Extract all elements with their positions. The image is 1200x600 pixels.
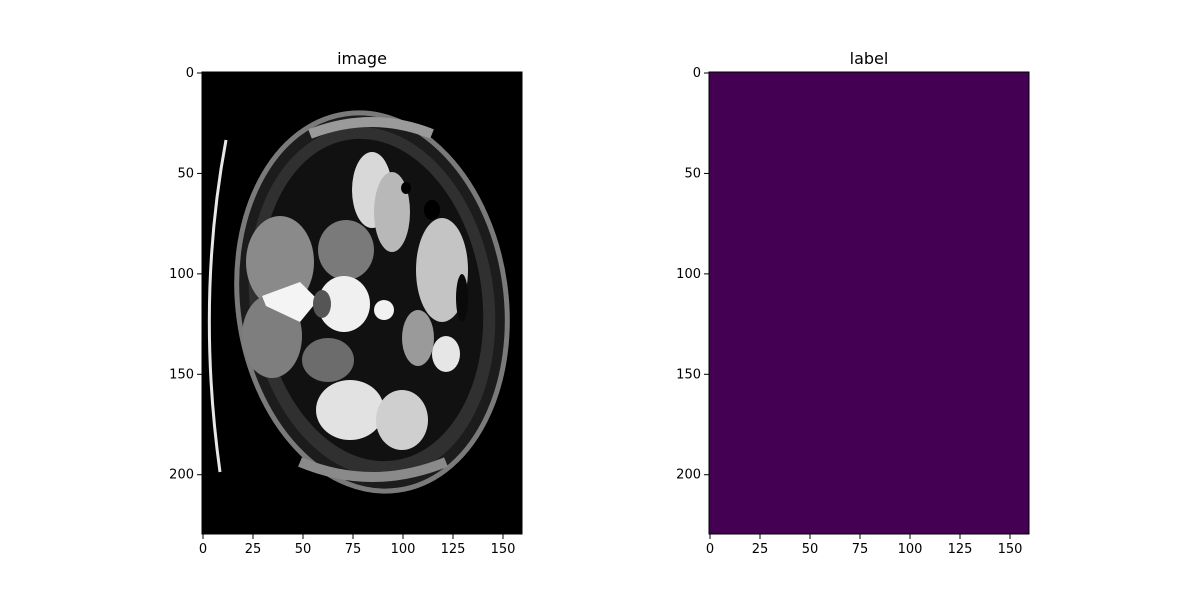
y-tick-label: 0 xyxy=(186,66,194,81)
x-tick-label: 0 xyxy=(199,542,207,557)
x-tick-label: 100 xyxy=(898,542,923,557)
axes-frame xyxy=(708,71,1030,535)
x-tick-label: 50 xyxy=(802,542,819,557)
x-tick-label: 125 xyxy=(948,542,973,557)
y-tick-label: 150 xyxy=(676,367,701,382)
axis-ticks: 0 25 50 75 100 125 150 0 50 100 150 200 xyxy=(676,66,1022,557)
ct-image xyxy=(202,72,522,534)
label-panel: label 0 25 50 75 100 125 150 0 50 100 150 200 xyxy=(676,49,1030,557)
x-tick-label: 75 xyxy=(852,542,869,557)
x-tick-label: 100 xyxy=(391,542,416,557)
y-tick-label: 100 xyxy=(676,267,701,282)
y-tick-label: 0 xyxy=(693,66,701,81)
panel-title: label xyxy=(850,49,889,68)
x-tick-label: 0 xyxy=(706,542,714,557)
x-tick-label: 150 xyxy=(491,542,516,557)
axes-frame xyxy=(201,71,523,535)
y-tick-label: 150 xyxy=(169,367,194,382)
y-tick-label: 50 xyxy=(177,166,194,181)
y-tick-label: 50 xyxy=(684,166,701,181)
image-panel: image xyxy=(169,49,523,557)
x-tick-label: 125 xyxy=(441,542,466,557)
x-tick-label: 150 xyxy=(998,542,1023,557)
y-tick-label: 200 xyxy=(676,468,701,483)
axis-ticks: 0 25 50 75 100 125 150 0 50 100 150 200 xyxy=(169,66,515,557)
x-tick-label: 75 xyxy=(345,542,362,557)
x-tick-label: 25 xyxy=(245,542,262,557)
label-mask xyxy=(709,72,1029,534)
y-tick-label: 200 xyxy=(169,468,194,483)
x-tick-label: 25 xyxy=(752,542,769,557)
x-tick-label: 50 xyxy=(295,542,312,557)
panel-title: image xyxy=(337,49,387,68)
y-tick-label: 100 xyxy=(169,267,194,282)
